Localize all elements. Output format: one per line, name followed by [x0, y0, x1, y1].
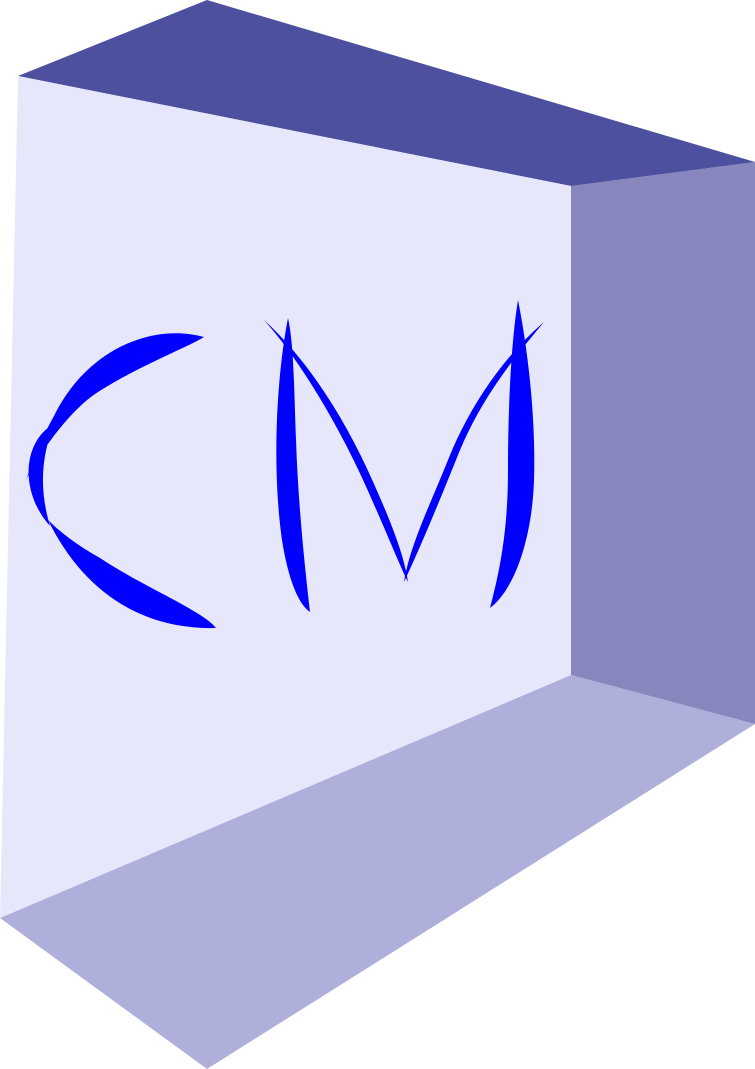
letter-c-upper-stroke: [26, 333, 204, 480]
box-top-face: [18, 0, 755, 186]
box-right-face: [571, 162, 755, 724]
cm-lettering: [26, 300, 544, 629]
letter-m-right-stem: [490, 300, 535, 608]
letter-m-left-stem: [276, 318, 310, 612]
box-bottom-face: [0, 675, 755, 1069]
letter-c-spine-stroke: [28, 424, 54, 526]
letter-c-lower-stroke: [48, 520, 216, 629]
